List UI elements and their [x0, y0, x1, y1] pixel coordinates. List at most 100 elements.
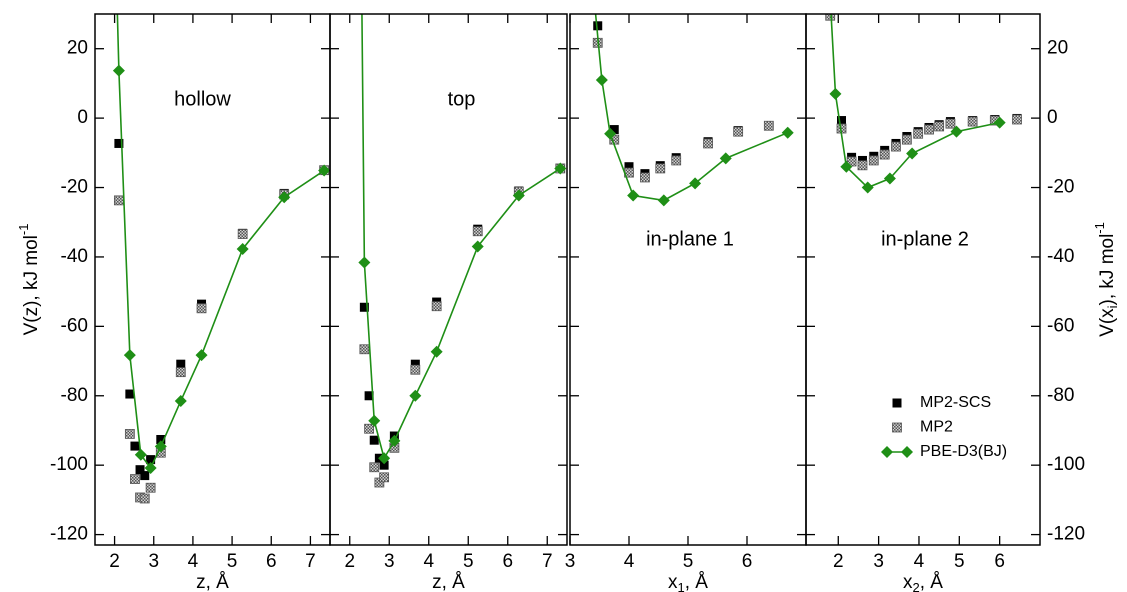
- annotation: hollow: [174, 88, 231, 110]
- point: [906, 147, 919, 160]
- x-tick-label: 3: [384, 551, 395, 572]
- label-part: V(x: [1097, 308, 1118, 337]
- point: [430, 345, 443, 358]
- panel-frame: [569, 13, 807, 546]
- point: [134, 448, 147, 461]
- point: [135, 465, 145, 475]
- plot-area: [112, 14, 330, 504]
- point: [837, 116, 847, 126]
- point: [655, 163, 666, 174]
- point: [112, 64, 125, 77]
- y-tick-label: -60: [61, 315, 88, 336]
- point: [174, 394, 187, 407]
- point: [379, 460, 389, 470]
- y2-tick-label: -60: [1047, 315, 1074, 336]
- point: [237, 229, 248, 239]
- plot-area: [358, 14, 567, 488]
- annotation: in-plane 1: [646, 228, 734, 250]
- point: [627, 189, 640, 202]
- axis-label: x2, Å: [903, 572, 943, 592]
- y2-tick-label: -120: [1047, 524, 1085, 545]
- point: [913, 128, 924, 139]
- point: [879, 149, 890, 160]
- point: [825, 14, 836, 21]
- y2-tick-label: 20: [1047, 38, 1068, 59]
- point: [123, 349, 136, 362]
- point: [924, 124, 934, 135]
- point: [130, 474, 140, 484]
- point: [861, 181, 874, 194]
- point: [892, 398, 902, 408]
- x-tick-label: 5: [463, 551, 474, 572]
- axis-label: V(z), kJ mol-1: [16, 224, 42, 336]
- panel-frame: [329, 13, 568, 546]
- point: [144, 461, 157, 474]
- point: [175, 367, 186, 378]
- x-tick-label: 5: [954, 551, 965, 572]
- annotation: top: [448, 88, 476, 110]
- point: [379, 472, 390, 483]
- label-part: , Å: [920, 572, 944, 592]
- x-tick-label: 4: [624, 551, 635, 572]
- label-part: i: [1105, 305, 1120, 308]
- x-tick-label: 5: [227, 551, 238, 572]
- point: [130, 441, 140, 451]
- fit-line: [361, 14, 561, 461]
- y-tick-label: -20: [61, 177, 88, 198]
- label-part: -1: [16, 224, 31, 236]
- point: [409, 389, 422, 402]
- point: [368, 414, 381, 427]
- x-tick-label: 2: [109, 551, 120, 572]
- axis-label: x1, Å: [668, 572, 708, 592]
- point: [593, 21, 603, 31]
- legend-label: MP2-SCS: [920, 394, 991, 411]
- point: [934, 121, 945, 132]
- x-tick-label: 4: [914, 551, 925, 572]
- label-part: 1: [678, 580, 685, 592]
- point: [881, 446, 893, 458]
- x-tick-label: 6: [502, 551, 513, 572]
- point: [1012, 114, 1022, 125]
- point: [883, 172, 896, 185]
- point: [512, 189, 525, 202]
- y2-tick-label: -20: [1047, 177, 1074, 198]
- point: [145, 482, 156, 493]
- x-tick-label: 7: [305, 551, 316, 572]
- point: [733, 126, 744, 137]
- point: [369, 435, 379, 445]
- x-tick-label: 2: [833, 551, 844, 572]
- x-tick-label: 2: [344, 551, 355, 572]
- y-tick-label: -120: [50, 524, 88, 545]
- point: [604, 127, 617, 140]
- point: [719, 152, 732, 165]
- point: [156, 434, 166, 444]
- y-tick-label: 20: [67, 38, 88, 59]
- point: [195, 349, 208, 362]
- label-part: z, Å: [432, 572, 465, 592]
- x-tick-label: 4: [188, 551, 199, 572]
- point: [154, 440, 167, 453]
- point: [146, 455, 156, 465]
- label-part: x: [668, 572, 678, 592]
- axis-label: V(xi), kJ mol-1: [1092, 222, 1120, 337]
- point: [358, 256, 371, 269]
- label-part: V(z), kJ mol: [21, 235, 42, 335]
- point: [671, 155, 682, 166]
- plot-area: [592, 14, 794, 207]
- point: [139, 493, 150, 504]
- point: [892, 422, 902, 433]
- point: [624, 162, 634, 172]
- label-part: 2: [913, 580, 920, 592]
- legend-label: PBE-D3(BJ): [920, 443, 1007, 460]
- point: [318, 164, 330, 177]
- point: [196, 303, 207, 314]
- annotation: in-plane 2: [881, 228, 969, 250]
- label-part: z, Å: [196, 572, 229, 592]
- point: [471, 240, 484, 253]
- point: [967, 116, 978, 127]
- label-part: x: [903, 572, 913, 592]
- point: [595, 73, 608, 86]
- x-tick-label: 6: [994, 551, 1005, 572]
- legend-label: MP2: [920, 419, 953, 436]
